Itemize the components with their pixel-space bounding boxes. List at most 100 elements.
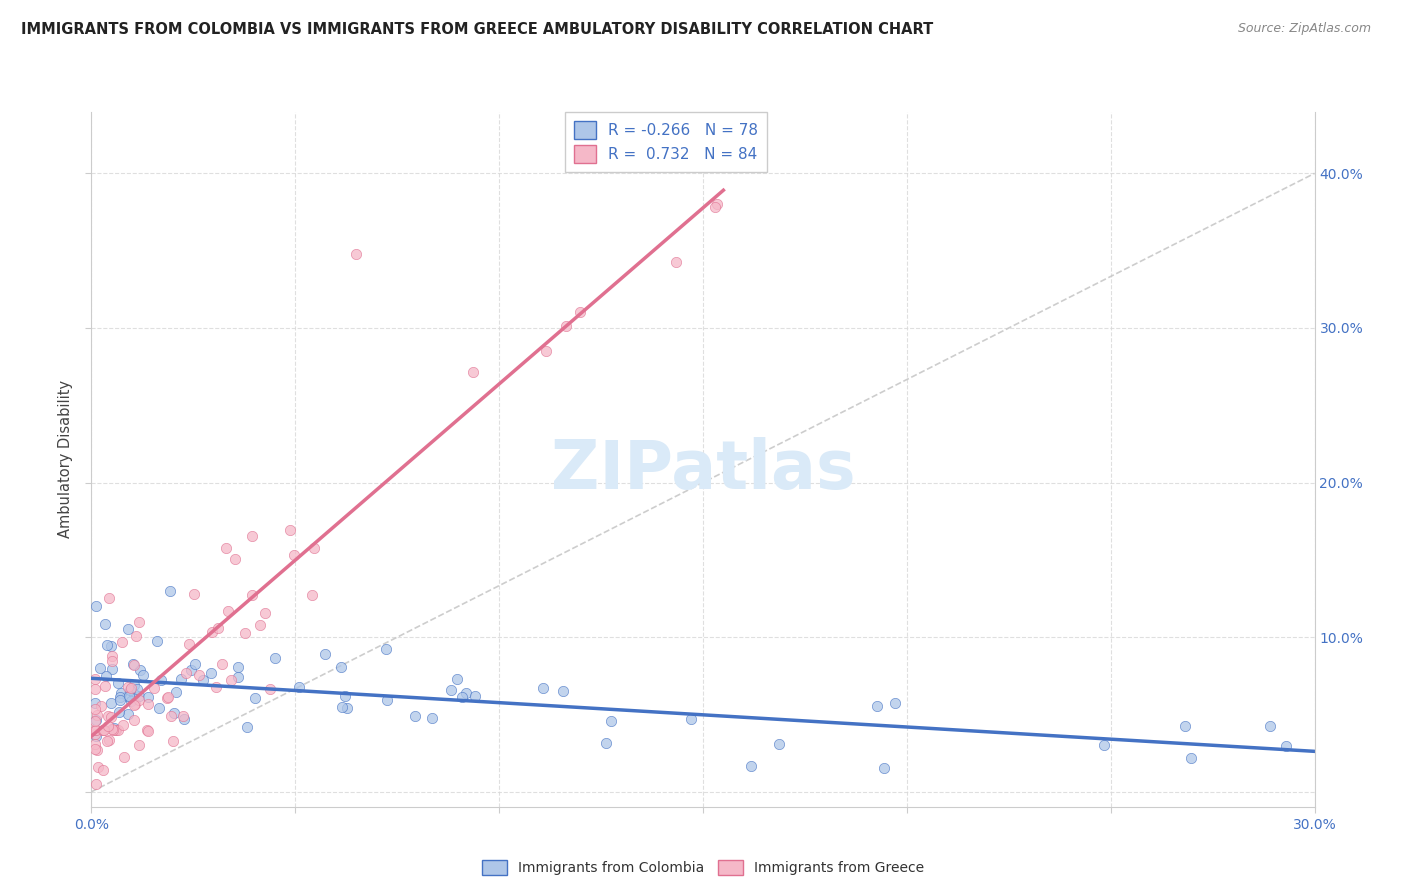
Point (162, 734, 184, 748)
Point (249, 618, 271, 632)
Point (84, 723, 107, 737)
Point (97, 719, 120, 733)
Point (302, 541, 325, 556)
Point (288, 680, 311, 694)
Point (456, 685, 478, 699)
Point (86, 743, 108, 757)
Point (706, 197, 728, 211)
Point (873, 761, 896, 775)
Point (187, 668, 209, 682)
Point (162, 706, 184, 721)
Point (96, 733, 118, 747)
Point (84, 599, 107, 614)
Point (242, 529, 264, 543)
Point (101, 654, 124, 668)
Point (112, 718, 135, 732)
Point (84, 727, 107, 741)
Point (461, 365, 484, 379)
Point (595, 736, 617, 750)
Legend: R = -0.266   N = 78, R =  0.732   N = 84: R = -0.266 N = 78, R = 0.732 N = 84 (565, 112, 768, 172)
Point (228, 660, 250, 674)
Point (136, 697, 159, 711)
Point (122, 678, 145, 692)
Point (117, 623, 139, 637)
Point (108, 690, 131, 705)
Point (555, 318, 578, 333)
Point (94, 668, 117, 682)
Point (110, 686, 132, 700)
Point (111, 635, 134, 649)
Point (84, 696, 107, 710)
Point (301, 588, 323, 602)
Point (283, 548, 305, 562)
Point (1275, 739, 1298, 754)
Point (122, 698, 145, 713)
Text: ZIPatlas: ZIPatlas (551, 437, 855, 503)
Point (84, 723, 107, 737)
Point (100, 696, 122, 710)
Point (160, 709, 183, 723)
Point (101, 723, 124, 737)
Point (156, 690, 179, 705)
Point (108, 693, 131, 707)
Point (128, 692, 150, 706)
Point (98, 732, 121, 747)
Point (200, 666, 222, 681)
Point (704, 201, 727, 215)
Point (107, 723, 129, 737)
Point (531, 681, 554, 695)
Legend: Immigrants from Colombia, Immigrants from Greece: Immigrants from Colombia, Immigrants fro… (477, 855, 929, 880)
Point (375, 693, 398, 707)
Point (207, 621, 229, 635)
Point (569, 305, 592, 319)
Point (107, 676, 129, 690)
Point (146, 634, 169, 648)
Point (101, 662, 124, 676)
Point (170, 672, 193, 686)
Point (346, 246, 368, 260)
Point (124, 698, 146, 712)
Point (451, 690, 474, 704)
Point (104, 723, 127, 737)
Point (183, 657, 205, 671)
Point (117, 706, 139, 721)
Point (679, 713, 702, 727)
Point (135, 723, 157, 737)
Point (226, 670, 249, 684)
Point (180, 663, 202, 677)
Point (136, 690, 159, 705)
Point (551, 684, 574, 698)
Point (90, 698, 112, 713)
Point (84, 713, 107, 727)
Point (84, 777, 107, 791)
Point (129, 663, 152, 677)
Point (125, 681, 148, 696)
Point (120, 694, 142, 708)
Point (149, 673, 172, 687)
Point (599, 714, 621, 728)
Point (243, 691, 266, 706)
Point (103, 721, 125, 735)
Point (172, 708, 194, 723)
Point (263, 650, 285, 665)
Point (235, 720, 257, 734)
Point (1174, 719, 1197, 733)
Point (740, 759, 762, 773)
Point (148, 701, 170, 715)
Point (174, 665, 197, 680)
Point (87, 760, 110, 774)
Point (122, 687, 145, 701)
Point (179, 637, 201, 651)
Point (330, 659, 353, 673)
Point (191, 673, 214, 688)
Point (112, 750, 135, 764)
Point (100, 648, 122, 663)
Point (136, 723, 159, 738)
Point (446, 672, 468, 686)
Point (124, 657, 146, 672)
Point (98, 591, 121, 606)
Point (768, 737, 790, 751)
Point (118, 689, 141, 703)
Point (93, 679, 115, 693)
Point (121, 657, 143, 671)
